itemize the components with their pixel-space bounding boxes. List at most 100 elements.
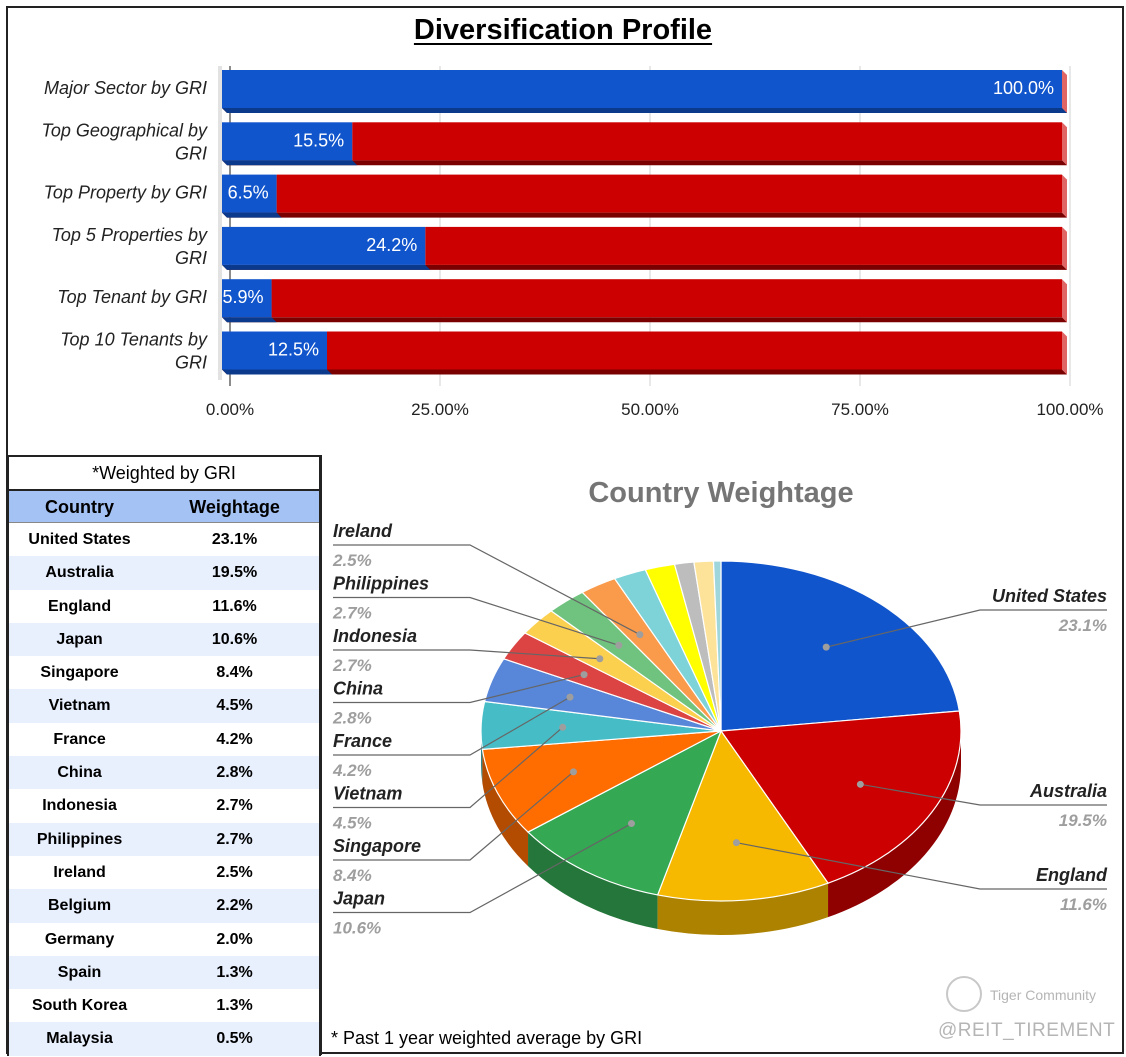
page-title: Diversification Profile <box>413 14 713 46</box>
cell-country: France <box>53 730 106 748</box>
axis-wall <box>218 66 222 380</box>
bar-value <box>222 331 327 370</box>
bar-value-bottom-face <box>222 212 282 218</box>
table-row: Ireland 2.5% <box>9 856 319 889</box>
bar-end-face <box>1062 279 1067 323</box>
cell-country: Ireland <box>53 863 106 881</box>
cell-country: Indonesia <box>42 797 117 815</box>
header-country: Country <box>45 497 115 517</box>
cell-weightage: 23.1% <box>211 531 258 548</box>
x-tick-label: 100.00% <box>1036 400 1103 419</box>
bar-value-bottom-face <box>222 369 332 375</box>
bar-end-face <box>1062 122 1067 166</box>
bar-value-bottom-face <box>222 317 277 323</box>
weighting-table: *Weighted by GRI Country Weightage Unite… <box>7 455 321 1056</box>
cell-weightage: 1.3% <box>216 997 253 1015</box>
cell-weightage: 8.4% <box>216 664 253 682</box>
cell-country: Vietnam <box>48 697 111 715</box>
cell-country: Malaysia <box>46 1030 113 1048</box>
table-row: Belgium 2.2% <box>9 889 319 923</box>
cell-country: Belgium <box>47 897 112 915</box>
panel-divider <box>320 455 322 1055</box>
bar-remainder <box>327 331 1062 370</box>
bar-row: 6.5% Top Property by GRI <box>44 174 1067 218</box>
cell-weightage: 19.5% <box>211 564 258 582</box>
footnote: * Past 1 year weighted average by GRI <box>331 1028 643 1048</box>
x-tick-label: 25.00% <box>411 400 469 419</box>
cell-country: China <box>57 764 102 782</box>
cell-country: Japan <box>56 630 103 648</box>
cell-country: Philippines <box>36 830 123 848</box>
table-caption: *Weighted by GRI <box>9 457 319 491</box>
cell-country: Germany <box>44 930 115 948</box>
cell-weightage: 11.6% <box>212 597 257 615</box>
diversification-bar-chart: 0.00% 25.00% 50.00% 75.00% 100.00% 100.0% Majo… <box>42 66 1104 419</box>
bar-data-label: 12.5% <box>268 340 319 360</box>
table-row: France 4.2% <box>9 723 319 756</box>
cell-weightage: 4.5% <box>216 697 253 715</box>
table-row: Indonesia 2.7% <box>9 789 319 822</box>
bar-value-bottom-face <box>222 160 358 166</box>
cell-weightage: 4.2% <box>216 730 253 748</box>
bar-value <box>222 226 426 265</box>
bar-bottom-face <box>222 212 1067 218</box>
tiger-logo-icon <box>946 976 982 1012</box>
bar-row: 24.2% Top 5 Properties by GRI <box>52 225 1067 270</box>
bar-data-label: 15.5% <box>293 130 344 150</box>
bar-value <box>222 70 1062 108</box>
cell-country: Singapore <box>40 664 119 682</box>
bar-data-label: 6.5% <box>228 183 269 203</box>
bar-remainder <box>271 279 1062 318</box>
cell-country: England <box>47 597 112 615</box>
bar-category-label: Top 10 Tenants by GRI <box>60 330 208 373</box>
bar-remainder <box>276 174 1063 213</box>
table-row: Singapore 8.4% <box>9 656 319 689</box>
x-tick-label: 75.00% <box>831 400 889 419</box>
cell-country: South Korea <box>31 997 128 1015</box>
bar-value <box>222 279 272 318</box>
table-row: Vietnam 4.5% <box>9 689 319 723</box>
bar-end-face <box>1062 70 1067 113</box>
cell-weightage: 0.5% <box>216 1030 253 1048</box>
bar-remainder <box>425 226 1062 265</box>
cell-weightage: 2.8% <box>216 764 253 782</box>
table-row: China 2.8% <box>9 756 319 790</box>
cell-weightage: 1.3% <box>216 963 253 981</box>
bar-bottom-face <box>222 317 1067 323</box>
bar-data-label: 5.9% <box>223 287 264 307</box>
bar-value-bottom-face <box>222 108 1067 113</box>
bar-end-face <box>1062 174 1067 218</box>
bar-value <box>222 174 277 213</box>
bar-bottom-face <box>222 369 1067 375</box>
bar-category-label: Top Tenant by GRI <box>57 287 207 307</box>
cell-weightage: 2.7% <box>216 830 253 848</box>
bar-bottom-face <box>222 264 1067 270</box>
bar-value-bottom-face <box>222 264 431 270</box>
bar-value <box>222 122 353 161</box>
bar-remainder <box>352 122 1062 161</box>
bar-bottom-face <box>222 160 1067 166</box>
x-tick-label: 50.00% <box>621 400 679 419</box>
cell-weightage: 2.2% <box>216 897 253 915</box>
table-body: United States 23.1% Australia 19.5% England 1… <box>9 523 319 1056</box>
table-row: Spain 1.3% <box>9 955 319 990</box>
brand-label: Tiger Community <box>990 987 1097 1003</box>
bar-data-label: 24.2% <box>366 235 417 255</box>
table-header: Country Weightage <box>9 491 319 523</box>
bar-category-label: Top 5 Properties by GRI <box>52 225 208 268</box>
table-row: England 11.6% <box>9 590 319 623</box>
table-row: Germany 2.0% <box>9 923 319 956</box>
x-tick-label: 0.00% <box>206 400 254 419</box>
table-row: Australia 19.5% <box>9 556 319 590</box>
bar-row: 5.9% Top Tenant by GRI <box>57 279 1067 323</box>
cell-country: United States <box>28 531 131 548</box>
bar-category-label: Top Property by GRI <box>44 183 207 203</box>
header-weightage: Weightage <box>189 497 280 517</box>
cell-country: Spain <box>57 963 102 981</box>
table-row: United States 23.1% <box>9 523 319 556</box>
table-row: South Korea 1.3% <box>9 989 319 1022</box>
bar-end-face <box>1062 331 1067 375</box>
table-row: Philippines 2.7% <box>9 822 319 856</box>
cell-weightage: 10.6% <box>211 630 258 648</box>
table-row: Japan 10.6% <box>9 622 319 657</box>
